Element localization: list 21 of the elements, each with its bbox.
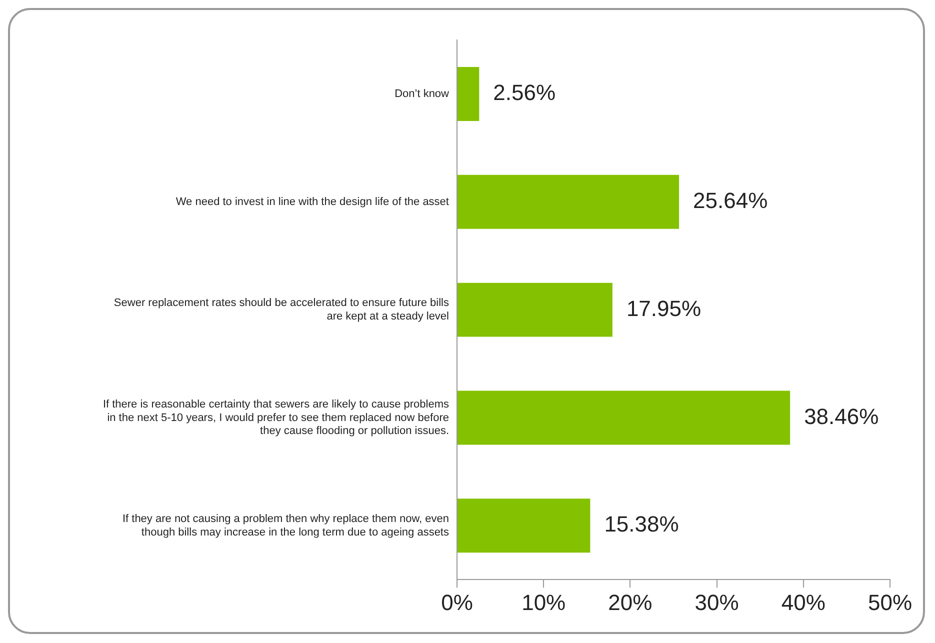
y-tick-label: We need to invest in line with the design life of the asset — [176, 196, 449, 208]
y-tick-label: If there is reasonable certainty that sewers are likely to cause problems in the next 5-10 years, I would prefer to see them replaced now before they cause flooding or pollution issues. — [102, 398, 450, 437]
bar — [458, 66, 480, 121]
x-tick-label: 40% — [781, 590, 826, 615]
data-label: 2.56% — [493, 80, 556, 106]
bar — [458, 498, 590, 553]
x-tick-label: 0% — [441, 590, 473, 615]
data-label: 17.95% — [626, 296, 702, 321]
x-tick-label: 30% — [694, 590, 739, 615]
x-tick-label: 50% — [868, 590, 912, 615]
y-tick-label: Don’t know — [394, 88, 450, 100]
bar — [458, 390, 790, 445]
x-tick-label: 20% — [608, 590, 652, 615]
bar — [458, 174, 680, 229]
data-label: 25.64% — [693, 188, 768, 213]
data-label: 15.38% — [604, 512, 679, 537]
bar — [458, 282, 612, 337]
data-label: 38.46% — [804, 404, 879, 429]
y-tick-label: Sewer replacement rates should be accelerated to ensure future bills are kept at a steady level — [114, 297, 450, 322]
y-tick-label: If they are not causing a problem then why replace them now, even though bills may increase in the long term due to ageing assets — [122, 513, 450, 538]
x-tick-label: 10% — [522, 590, 566, 615]
